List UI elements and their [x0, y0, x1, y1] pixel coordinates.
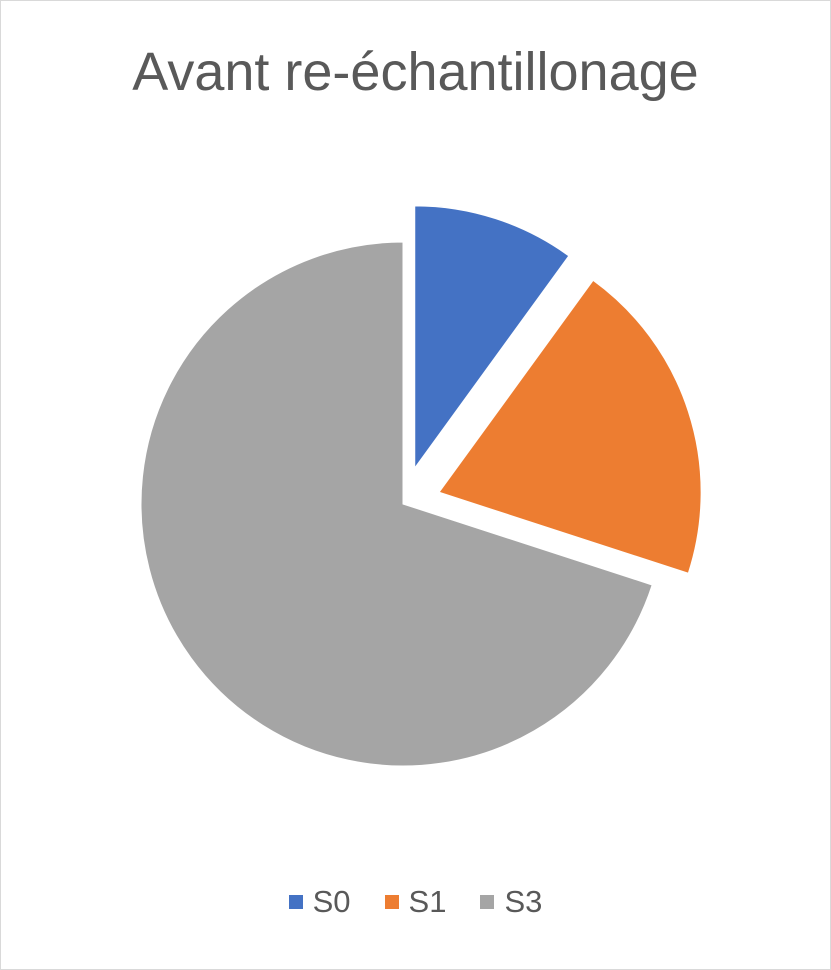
legend-swatch [480, 895, 495, 909]
legend-item-s1: S1 [384, 884, 447, 920]
chart-title: Avant re-échantillonage [132, 42, 699, 102]
legend-swatch [288, 895, 303, 909]
legend-swatch [384, 895, 399, 909]
pie-slice-s1 [438, 279, 702, 574]
legend-label: S3 [504, 884, 543, 919]
legend-label: S0 [312, 884, 351, 919]
legend-item-s0: S0 [288, 884, 351, 920]
pie-slice-s0 [414, 205, 570, 470]
legend: S0 S1 S3 [1, 884, 830, 920]
pie-slice-s3 [140, 241, 653, 767]
legend-label: S1 [408, 884, 447, 919]
legend-item-s3: S3 [480, 884, 542, 920]
